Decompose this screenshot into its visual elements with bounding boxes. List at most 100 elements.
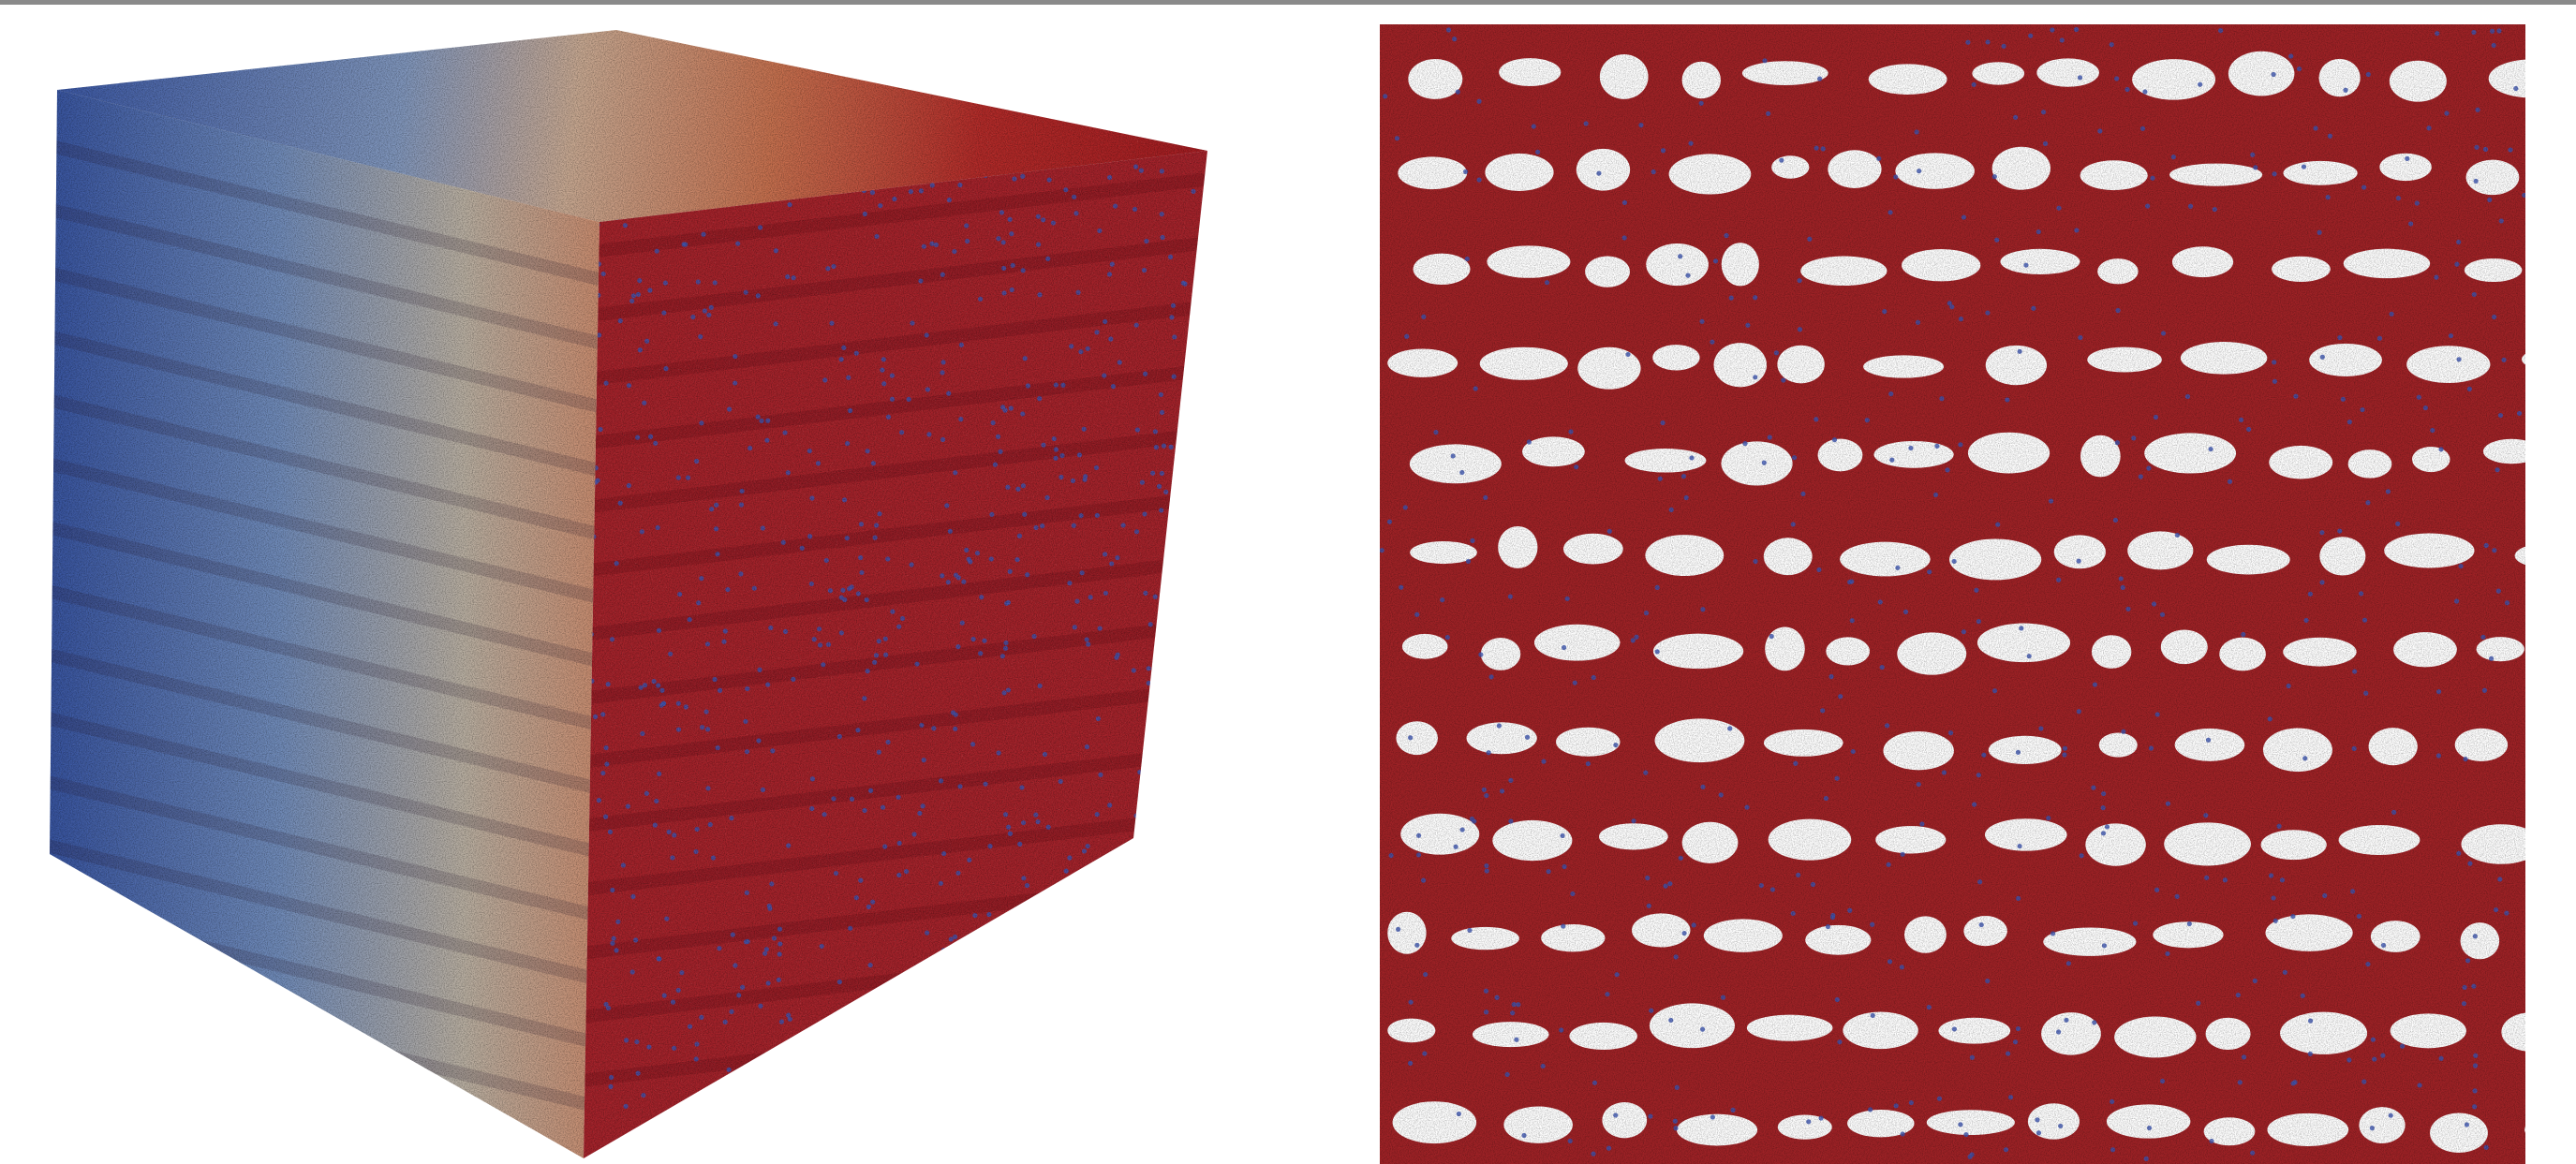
particle: [1002, 1087, 1007, 1092]
particle: [1016, 1007, 1021, 1011]
particle: [1143, 892, 1147, 897]
particle: [1199, 512, 1204, 517]
slice-render: [1380, 24, 2576, 1164]
particle: [1191, 904, 1195, 908]
particle: [1141, 809, 1146, 814]
particle: [1026, 984, 1030, 989]
particle: [912, 1046, 917, 1051]
particle: [1142, 975, 1147, 980]
particle: [1019, 1086, 1024, 1091]
particle: [1148, 768, 1153, 773]
particle: [914, 1048, 919, 1053]
particle: [1102, 1045, 1106, 1050]
particle: [1004, 1021, 1009, 1025]
scene: [0, 0, 2576, 1164]
particle: [902, 1000, 907, 1005]
particle: [772, 1053, 777, 1058]
particle: [778, 1107, 783, 1112]
particle: [744, 1118, 748, 1123]
particle: [1126, 1002, 1131, 1007]
particle: [766, 1079, 771, 1083]
particle: [763, 1061, 768, 1066]
particle: [1002, 1056, 1007, 1061]
particle: [843, 1049, 848, 1053]
particle: [1047, 941, 1052, 946]
particle: [718, 1131, 722, 1136]
particle: [979, 997, 984, 1002]
particle: [1155, 963, 1160, 967]
particle: [949, 1044, 954, 1049]
particle: [1199, 1125, 1204, 1129]
particle: [993, 1077, 998, 1082]
particle: [1152, 1000, 1157, 1005]
particle: [977, 1141, 982, 1145]
particle: [1166, 949, 1171, 953]
particle: [1187, 1102, 1192, 1107]
particle: [974, 1120, 979, 1125]
particle: [1056, 1029, 1060, 1034]
particle: [958, 1096, 963, 1100]
particle: [924, 1055, 928, 1060]
particle: [1088, 1026, 1092, 1031]
particle: [770, 1112, 775, 1117]
particle: [1021, 1113, 1026, 1118]
particle: [997, 1078, 1001, 1083]
particle: [807, 1142, 812, 1147]
particle: [800, 1066, 805, 1070]
particle: [651, 1140, 656, 1144]
particle: [1192, 951, 1196, 956]
particle: [919, 1005, 924, 1009]
particle: [936, 1038, 940, 1042]
particle: [1025, 986, 1029, 991]
particle: [847, 1036, 851, 1040]
particle: [843, 1020, 848, 1024]
particle: [1203, 651, 1207, 656]
particle: [1165, 1025, 1170, 1030]
particle: [1192, 549, 1197, 553]
particle: [1048, 1044, 1053, 1049]
particle: [835, 1096, 839, 1100]
particle: [1155, 1122, 1160, 1127]
top-bar: [0, 0, 2576, 5]
particle: [852, 1053, 857, 1057]
particle: [1060, 1087, 1065, 1092]
particle: [1195, 806, 1200, 811]
particle: [1033, 992, 1038, 996]
particle: [1196, 533, 1201, 538]
particle: [807, 1120, 811, 1125]
particle: [1107, 1141, 1112, 1145]
particle: [1206, 325, 1210, 330]
void: [2524, 1114, 2576, 1145]
particle: [1142, 940, 1147, 945]
particle: [921, 1126, 925, 1130]
particle: [1202, 561, 1207, 566]
particle: [982, 981, 986, 986]
page: (() => { const data = JSON.parse(documen…: [0, 0, 2576, 1164]
particle: [1084, 993, 1088, 997]
particle: [1177, 555, 1181, 560]
particle: [1186, 893, 1191, 898]
particle: [1187, 876, 1192, 880]
particle: [1160, 597, 1164, 601]
particle: [1204, 939, 1208, 944]
particle: [947, 1133, 952, 1138]
particle: [1006, 986, 1011, 991]
void: [2522, 346, 2576, 372]
particle: [974, 1064, 979, 1068]
particle: [1187, 859, 1192, 863]
particle: [1147, 745, 1151, 750]
particle: [890, 1112, 895, 1117]
particle: [857, 1032, 862, 1037]
particle: [1190, 626, 1194, 630]
particle: [1150, 904, 1155, 908]
particle: [1001, 1053, 1006, 1058]
particle: [1166, 881, 1171, 886]
particle: [824, 1021, 829, 1025]
particle: [1080, 958, 1085, 963]
particle: [840, 1073, 845, 1078]
particle: [1164, 1090, 1169, 1095]
particle: [1194, 795, 1199, 800]
particle: [1172, 853, 1177, 858]
particle: [1184, 390, 1189, 394]
particle: [921, 1007, 925, 1011]
